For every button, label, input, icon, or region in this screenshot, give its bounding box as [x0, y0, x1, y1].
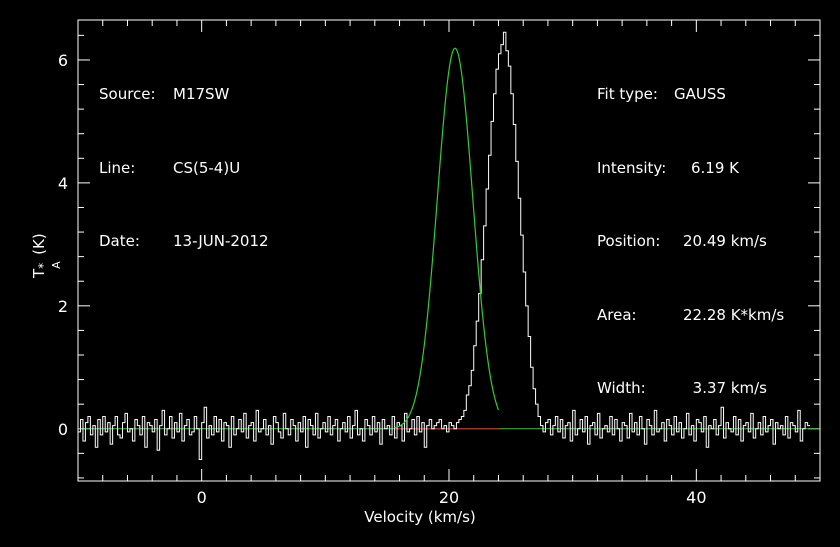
y-axis-label-unit: (K) — [30, 233, 48, 255]
minor-ticks — [77, 20, 821, 481]
y-tick-label: 4 — [58, 174, 68, 193]
width-label: Width: — [597, 379, 646, 397]
width-value: 3.37 km/s — [692, 379, 767, 397]
date-row: Date: 13-JUN-2012 — [99, 229, 269, 254]
y-tick-label: 6 — [58, 51, 68, 70]
gaussian-fit-curve — [394, 47, 500, 429]
date-label: Date: — [99, 232, 140, 250]
x-tick-label: 0 — [197, 488, 207, 507]
fit-info-block: Fit type: GAUSS Intensity: 6.19 K Position… — [597, 33, 784, 425]
plot-frame — [77, 19, 821, 482]
fit-type-row: Fit type: GAUSS — [597, 82, 784, 107]
fit-type-label: Fit type: — [597, 85, 658, 103]
line-row: Line: CS(5-4)U — [99, 156, 269, 181]
area-label: Area: — [597, 305, 637, 324]
position-label: Position: — [597, 232, 661, 250]
y-axis-label: T * A (K) — [8, 220, 68, 280]
line-value: CS(5-4)U — [173, 158, 241, 177]
position-row: Position: 20.49 km/s — [597, 229, 784, 254]
date-value: 13-JUN-2012 — [173, 232, 269, 250]
source-label: Source: — [99, 85, 156, 103]
source-value: M17SW — [173, 85, 230, 103]
intensity-label: Intensity: — [597, 158, 667, 177]
intensity-row: Intensity: 6.19 K — [597, 156, 784, 181]
position-value: 20.49 km/s — [683, 232, 767, 250]
source-row: Source: M17SW — [99, 82, 269, 107]
x-axis-label: Velocity (km/s) — [364, 508, 476, 526]
x-tick-label: 40 — [686, 488, 706, 507]
tick-labels: 0 20 40 0 2 4 6 — [58, 51, 707, 507]
y-tick-label: 0 — [58, 420, 68, 439]
area-row: Area: 22.28 K*km/s — [597, 303, 784, 328]
spectrum-histogram — [78, 31, 811, 460]
area-value: 22.28 K*km/s — [683, 305, 785, 324]
y-axis-label-main: T — [30, 268, 48, 278]
y-axis-label-sub: A — [50, 261, 63, 269]
y-tick-label: 2 — [58, 297, 68, 316]
x-tick-label: 20 — [439, 488, 459, 507]
fit-type-value: GAUSS — [674, 85, 726, 103]
intensity-value: 6.19 K — [690, 158, 739, 177]
y-axis-label-sup: * — [36, 262, 50, 269]
source-info-block: Source: M17SW Line: CS(5-4)U Date: 13-JUN-2… — [99, 33, 269, 278]
width-row: Width: 3.37 km/s — [597, 376, 784, 401]
line-label: Line: — [99, 158, 136, 177]
